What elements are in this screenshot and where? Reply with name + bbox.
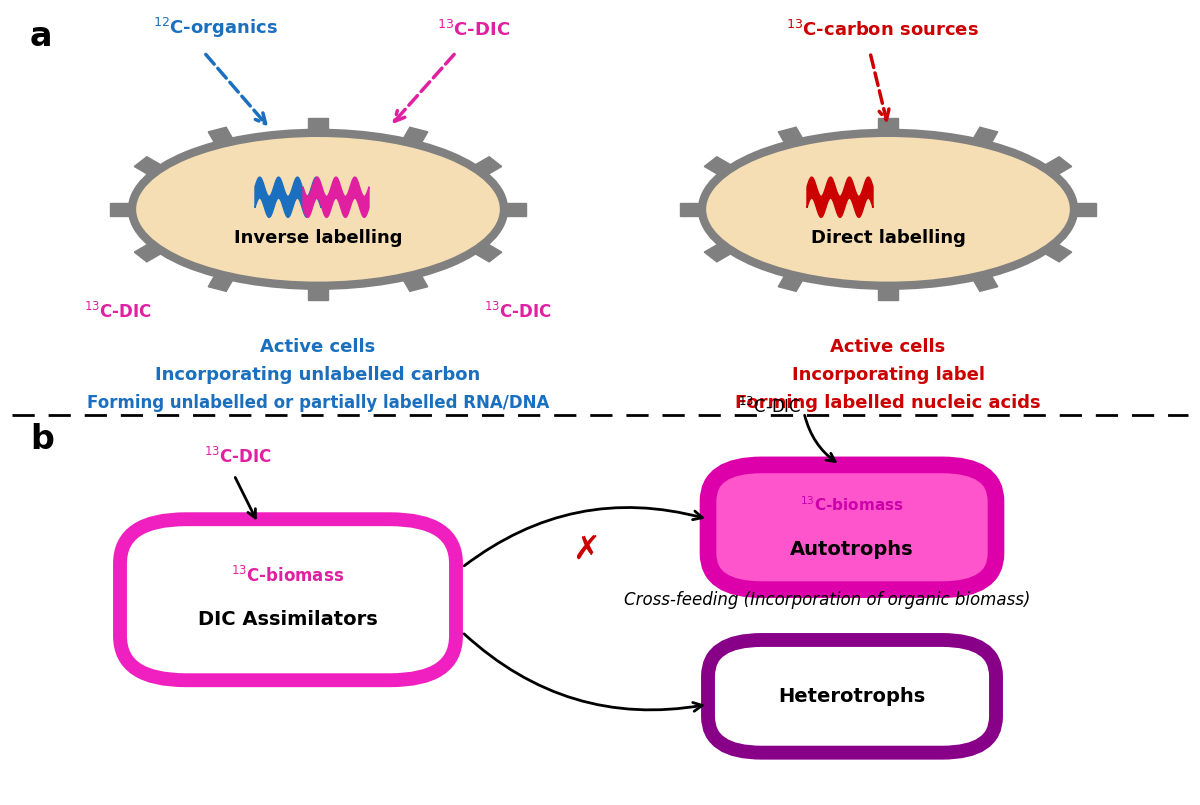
Polygon shape <box>504 203 526 216</box>
Polygon shape <box>134 157 163 176</box>
Polygon shape <box>1043 157 1072 176</box>
FancyBboxPatch shape <box>708 465 996 589</box>
Polygon shape <box>680 203 702 216</box>
Ellipse shape <box>702 133 1074 286</box>
Text: Heterotrophs: Heterotrophs <box>779 687 925 706</box>
Polygon shape <box>972 273 997 291</box>
Text: $^{13}$C-biomass: $^{13}$C-biomass <box>232 566 344 585</box>
Text: Forming unlabelled or partially labelled RNA/DNA: Forming unlabelled or partially labelled… <box>86 394 550 412</box>
Text: $^{13}$C-DIC: $^{13}$C-DIC <box>485 302 552 322</box>
Polygon shape <box>134 242 163 262</box>
Text: Incorporating unlabelled carbon: Incorporating unlabelled carbon <box>155 366 481 384</box>
Polygon shape <box>308 286 328 300</box>
Polygon shape <box>473 242 502 262</box>
Ellipse shape <box>132 133 504 286</box>
Polygon shape <box>402 273 427 291</box>
Text: Autotrophs: Autotrophs <box>790 540 914 559</box>
Polygon shape <box>779 273 804 291</box>
Text: $^{13}$C-DIC: $^{13}$C-DIC <box>438 20 510 40</box>
Polygon shape <box>972 127 997 146</box>
Polygon shape <box>473 157 502 176</box>
Text: $^{13}$C-DIC: $^{13}$C-DIC <box>204 447 271 467</box>
Text: $^{13}$C-DIC: $^{13}$C-DIC <box>738 397 802 417</box>
Polygon shape <box>402 127 427 146</box>
Text: $^{13}$C-biomass: $^{13}$C-biomass <box>800 495 904 514</box>
Text: Incorporating label: Incorporating label <box>792 366 984 384</box>
Polygon shape <box>704 242 733 262</box>
Polygon shape <box>256 177 322 217</box>
Text: Inverse labelling: Inverse labelling <box>234 229 402 247</box>
Text: ✗: ✗ <box>571 533 600 565</box>
Text: DIC Assimilators: DIC Assimilators <box>198 610 378 630</box>
Polygon shape <box>878 118 898 133</box>
FancyBboxPatch shape <box>708 640 996 753</box>
Text: Cross-feeding (Incorporation of organic biomass): Cross-feeding (Incorporation of organic … <box>624 591 1031 609</box>
Polygon shape <box>704 157 733 176</box>
Text: Direct labelling: Direct labelling <box>810 229 966 247</box>
Polygon shape <box>209 127 234 146</box>
Text: Active cells: Active cells <box>830 338 946 356</box>
Polygon shape <box>302 177 370 217</box>
Polygon shape <box>110 203 132 216</box>
Text: Forming labelled nucleic acids: Forming labelled nucleic acids <box>736 394 1040 412</box>
Polygon shape <box>878 286 898 300</box>
Text: $^{12}$C-organics: $^{12}$C-organics <box>154 16 278 40</box>
Polygon shape <box>1043 242 1072 262</box>
Polygon shape <box>209 273 234 291</box>
Text: Active cells: Active cells <box>260 338 376 356</box>
Text: b: b <box>30 423 54 456</box>
Text: a: a <box>30 20 53 53</box>
Text: $^{13}$C-DIC: $^{13}$C-DIC <box>84 302 151 322</box>
Polygon shape <box>308 118 328 133</box>
Text: $^{13}$C-carbon sources: $^{13}$C-carbon sources <box>786 20 978 40</box>
Polygon shape <box>808 177 874 217</box>
FancyBboxPatch shape <box>120 519 456 680</box>
Polygon shape <box>1074 203 1096 216</box>
Polygon shape <box>779 127 804 146</box>
